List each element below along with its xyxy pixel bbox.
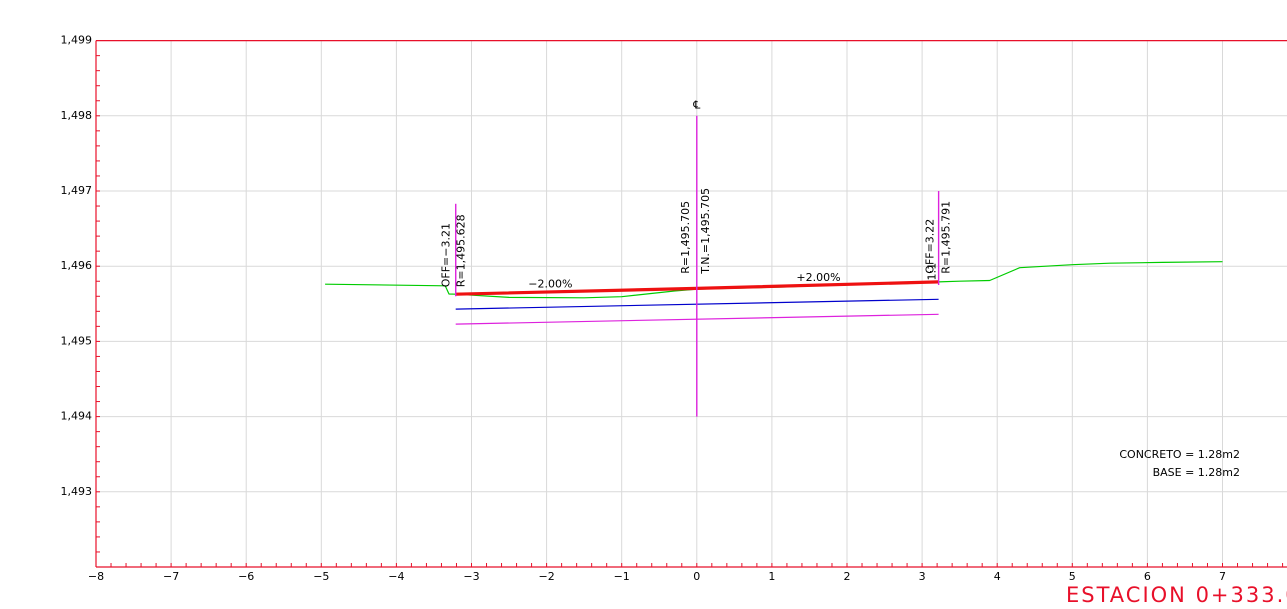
x-tick-label: 5 bbox=[1069, 570, 1076, 583]
x-tick-label: 0 bbox=[693, 570, 700, 583]
x-tick-label: −8 bbox=[88, 570, 104, 583]
plot-frame bbox=[95, 39, 1287, 568]
centerline-symbol: ℄ bbox=[692, 98, 700, 111]
y-tick-label: 1,498 bbox=[61, 109, 93, 122]
x-tick-label: 3 bbox=[919, 570, 926, 583]
x-tick-label: −3 bbox=[463, 570, 479, 583]
x-tick-label: −1 bbox=[614, 570, 630, 583]
x-tick-label: −6 bbox=[238, 570, 254, 583]
x-tick-label: 7 bbox=[1219, 570, 1226, 583]
y-tick-label: 1,497 bbox=[61, 184, 93, 197]
natural-ground-label: T.N.=1,495.705 bbox=[699, 188, 712, 275]
slope-left-label: −2.00% bbox=[528, 277, 572, 290]
slope-right-label: +2.00% bbox=[796, 271, 840, 284]
minor-ticks bbox=[95, 55, 1284, 568]
x-tick-label: 1 bbox=[768, 570, 775, 583]
x-tick-label: 2 bbox=[844, 570, 851, 583]
y-tick-label: 1,499 bbox=[61, 34, 93, 47]
base-area: BASE = 1.28m2 bbox=[1152, 466, 1240, 479]
area-summary: CONCRETO = 1.28m2 BASE = 1.28m2 bbox=[1060, 446, 1240, 482]
x-tick-label: −5 bbox=[313, 570, 329, 583]
elevation-right-label: R=1,495.791 bbox=[940, 201, 953, 274]
elevation-center-label: R=1,495.705 bbox=[679, 201, 692, 274]
tick-labels: −8 −7 −6 −5 −4 −3 −2 −1 0 1 2 3 4 5 6 7 1,493 1,494 1,495 1… bbox=[61, 34, 1227, 583]
slope-ratio-label: 1:1 bbox=[926, 263, 939, 281]
offset-right-label: OFF=3.22 bbox=[924, 219, 937, 274]
offset-left-label: OFF=−3.21 bbox=[440, 223, 453, 287]
x-tick-label: 6 bbox=[1144, 570, 1151, 583]
y-tick-label: 1,496 bbox=[61, 259, 93, 272]
x-tick-label: 4 bbox=[994, 570, 1001, 583]
y-tick-label: 1,495 bbox=[61, 334, 93, 347]
y-tick-label: 1,493 bbox=[61, 485, 93, 498]
elevation-left-label: R=1,495.628 bbox=[455, 214, 468, 287]
y-tick-label: 1,494 bbox=[61, 410, 93, 423]
vertical-markers bbox=[455, 115, 940, 417]
x-tick-label: −4 bbox=[388, 570, 404, 583]
annotations: ℄ OFF=−3.21 R=1,495.628 R=1,495.705 T.N.=1,4… bbox=[440, 98, 953, 290]
x-tick-label: −2 bbox=[538, 570, 554, 583]
x-tick-label: −7 bbox=[163, 570, 179, 583]
station-label: ESTACION 0+333.00 bbox=[1066, 583, 1287, 607]
concreto-area: CONCRETO = 1.28m2 bbox=[1119, 448, 1240, 461]
